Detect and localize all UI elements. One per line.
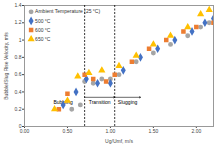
svg-text:1.00: 1.00: [106, 128, 116, 134]
svg-text:Ug/Umf, m/s: Ug/Umf, m/s: [105, 138, 133, 144]
svg-text:0.6: 0.6: [15, 71, 22, 77]
svg-text:0.00: 0.00: [20, 128, 30, 134]
svg-text:0.8: 0.8: [15, 54, 22, 60]
svg-text:0.2: 0.2: [15, 106, 22, 112]
svg-text:500 °C: 500 °C: [35, 18, 51, 24]
svg-text:Bubble/Slug Rise Velocity, m/s: Bubble/Slug Rise Velocity, m/s: [3, 32, 9, 100]
svg-text:Slugging: Slugging: [118, 99, 138, 105]
svg-text:1.4: 1.4: [15, 2, 22, 8]
svg-text:2.00: 2.00: [191, 128, 201, 134]
svg-text:1: 1: [19, 37, 22, 43]
svg-text:Bubbling: Bubbling: [53, 98, 73, 105]
svg-text:0: 0: [18, 123, 22, 130]
svg-text:0.50: 0.50: [63, 128, 73, 134]
svg-text:1.2: 1.2: [15, 19, 22, 25]
svg-text:0.4: 0.4: [15, 89, 22, 95]
svg-text:Transition: Transition: [89, 99, 111, 105]
svg-text:Ambient Temperature (25 °C): Ambient Temperature (25 °C): [35, 8, 100, 14]
svg-text:650 °C: 650 °C: [35, 36, 51, 42]
svg-text:1.50: 1.50: [148, 128, 158, 134]
svg-text:600 °C: 600 °C: [35, 27, 51, 33]
